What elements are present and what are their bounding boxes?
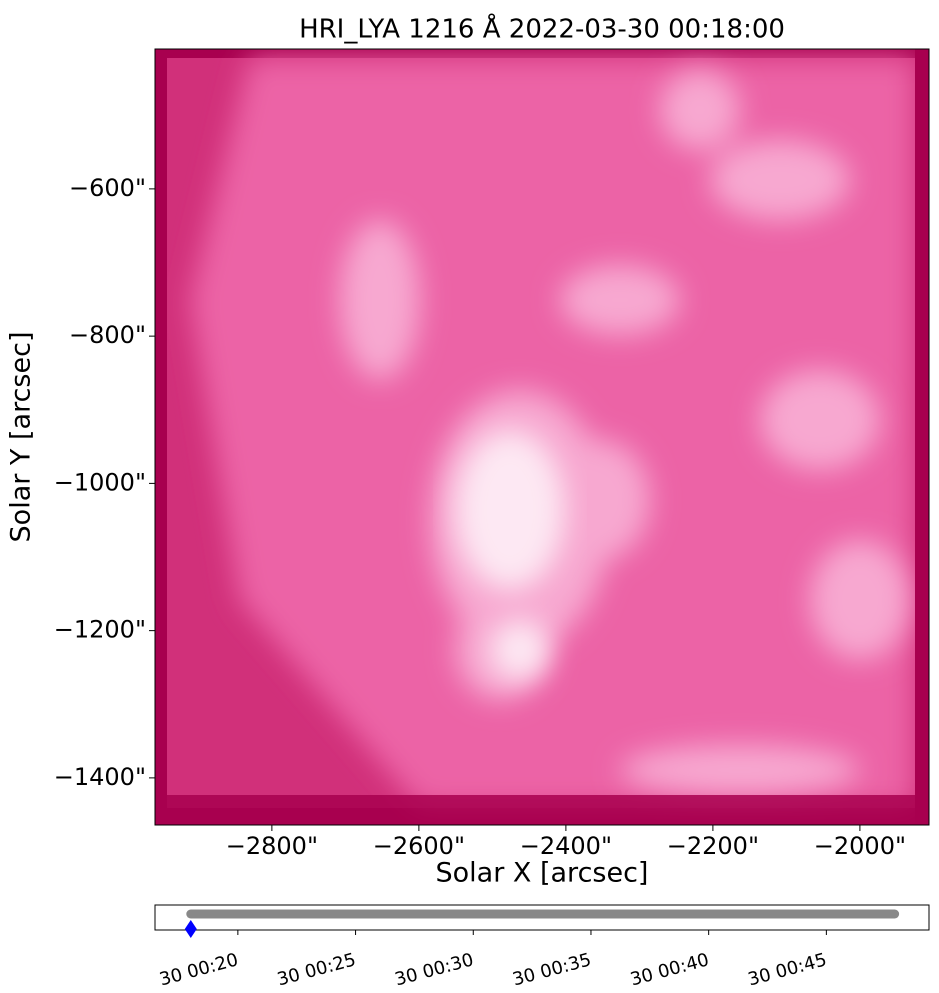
y-tick-label: −1000"	[54, 468, 146, 496]
x-tick-label: −2200"	[667, 832, 759, 860]
y-tick-label: −1400"	[54, 763, 146, 791]
chart-title: HRI_LYA 1216 Å 2022-03-30 00:18:00	[299, 13, 785, 45]
x-tick-label: −2800"	[226, 832, 318, 860]
timeline-tick-label: 30 00:40	[628, 949, 711, 990]
timeline-tick-label: 30 00:20	[157, 949, 240, 990]
y-tick-label: −600"	[69, 174, 146, 202]
timeline-tick-label: 30 00:35	[510, 949, 593, 990]
x-tick-label: −2400"	[520, 832, 612, 860]
y-axis-label: Solar Y [arcsec]	[6, 332, 37, 543]
timeline-tick-label: 30 00:30	[393, 949, 476, 990]
timeline-slider-handle[interactable]	[184, 920, 197, 938]
solar-image	[155, 49, 929, 825]
timeline-tick-label: 30 00:25	[275, 949, 358, 990]
timeline-frame	[154, 904, 930, 931]
x-axis-label: Solar X [arcsec]	[436, 858, 649, 889]
timeline-tick-label: 30 00:45	[746, 949, 829, 990]
plot-frame	[154, 48, 930, 826]
x-tick-label: −2600"	[373, 832, 465, 860]
x-tick-label: −2000"	[814, 832, 906, 860]
y-tick-label: −800"	[69, 321, 146, 349]
y-tick-label: −1200"	[54, 616, 146, 644]
